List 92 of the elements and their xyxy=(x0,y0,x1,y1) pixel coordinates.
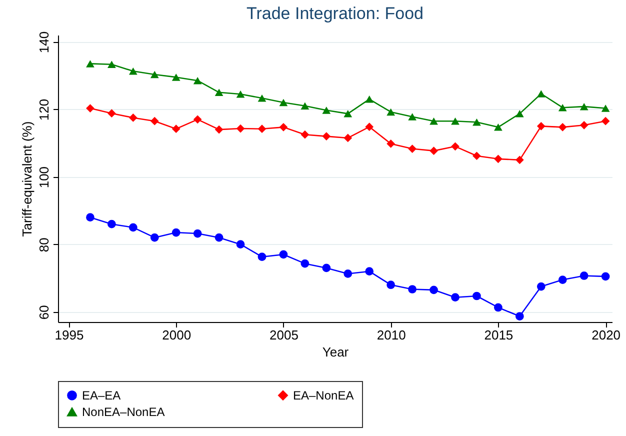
point xyxy=(128,114,138,122)
point xyxy=(322,132,331,140)
point xyxy=(494,154,502,164)
point xyxy=(236,90,245,98)
point xyxy=(558,276,567,284)
point xyxy=(86,104,94,112)
point xyxy=(408,144,416,153)
point xyxy=(515,110,524,118)
point xyxy=(580,272,588,280)
point xyxy=(172,228,180,237)
y-tick-label: 80 xyxy=(36,238,52,252)
y-tick-label: 120 xyxy=(36,98,52,121)
point xyxy=(108,220,116,228)
legend-label: NonEA–NonEA xyxy=(82,405,165,419)
legend-label: EA–NonEA xyxy=(293,388,354,402)
point xyxy=(558,104,567,112)
point xyxy=(214,233,224,242)
x-axis-title: Year xyxy=(322,344,350,360)
point xyxy=(150,116,159,126)
point xyxy=(365,96,374,103)
point xyxy=(408,113,416,120)
point xyxy=(494,303,502,312)
point xyxy=(108,109,116,118)
point xyxy=(300,102,310,110)
point xyxy=(408,285,416,294)
point xyxy=(536,282,546,291)
point xyxy=(601,104,610,112)
point xyxy=(451,142,460,151)
legend-label: EA–EA xyxy=(82,388,121,402)
point xyxy=(193,76,202,84)
chart-title: Trade Integration: Food xyxy=(246,4,424,23)
point xyxy=(601,272,610,281)
y-tick-label: 140 xyxy=(36,31,52,54)
point xyxy=(472,118,481,126)
point xyxy=(472,292,481,300)
point xyxy=(172,124,180,134)
point xyxy=(322,106,331,114)
point xyxy=(344,270,352,278)
point xyxy=(258,94,266,102)
point xyxy=(494,124,502,131)
x-tick-label: 2005 xyxy=(270,328,298,342)
point xyxy=(580,102,588,110)
y-tick-label: 60 xyxy=(36,305,52,320)
point xyxy=(258,124,266,134)
point xyxy=(258,252,266,262)
x-tick-label: 1995 xyxy=(54,328,84,342)
point xyxy=(451,293,460,302)
point xyxy=(279,98,288,106)
point xyxy=(172,74,180,81)
point xyxy=(300,259,310,268)
point xyxy=(430,146,438,155)
point xyxy=(536,90,546,98)
point xyxy=(558,122,567,132)
point xyxy=(193,229,202,238)
point xyxy=(214,125,224,134)
x-tick-label: 2020 xyxy=(592,328,621,342)
point xyxy=(472,152,481,160)
point xyxy=(515,156,524,164)
point xyxy=(322,264,331,272)
point xyxy=(580,120,588,130)
point xyxy=(86,60,94,68)
point xyxy=(150,70,159,78)
point xyxy=(515,312,524,320)
point xyxy=(300,130,310,139)
point xyxy=(386,280,396,290)
point xyxy=(128,223,138,232)
point xyxy=(365,122,374,132)
point xyxy=(86,213,94,222)
y-axis-title: Tariff-equivalent (%) xyxy=(20,121,34,237)
point xyxy=(236,124,245,133)
y-tick-label: 100 xyxy=(36,166,52,188)
x-tick-label: 2015 xyxy=(484,328,514,342)
point xyxy=(386,140,396,148)
x-tick-label: 2010 xyxy=(376,328,406,342)
point xyxy=(430,117,438,125)
point xyxy=(279,250,288,259)
point xyxy=(451,117,460,125)
point xyxy=(214,88,224,96)
x-tick-label: 2000 xyxy=(162,328,192,342)
point xyxy=(108,60,116,68)
point xyxy=(601,116,610,126)
point xyxy=(236,240,245,249)
point xyxy=(279,122,288,132)
point xyxy=(128,68,138,75)
point xyxy=(344,110,352,118)
point xyxy=(430,286,438,294)
point xyxy=(536,122,546,130)
point xyxy=(193,115,202,124)
point xyxy=(344,134,352,142)
point xyxy=(386,108,396,116)
point xyxy=(150,233,159,242)
point xyxy=(365,267,374,276)
